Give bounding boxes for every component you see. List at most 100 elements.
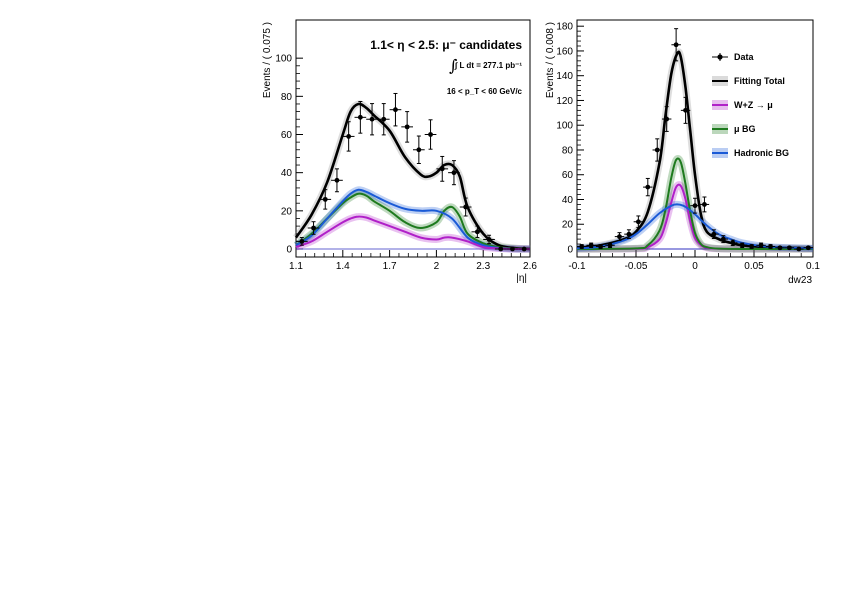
- x-tick-label: 0.1: [806, 261, 820, 272]
- legend-entry-w-z: W+Z → μ: [712, 100, 773, 110]
- data-point: [765, 244, 776, 249]
- data-point: [614, 232, 625, 242]
- legend-entry-fitting-total: Fitting Total: [712, 76, 785, 86]
- lumi-annotation: ∫ L dt = 277.1 pb⁻¹: [454, 61, 522, 70]
- integral-symbol-icon: ∫: [449, 56, 457, 75]
- legend-label: Hadronic BG: [734, 148, 789, 158]
- data-point: [699, 196, 710, 213]
- y-tick-label: 0: [567, 245, 573, 256]
- data-point: [401, 111, 413, 143]
- dw23-distribution-panel: -0.1 -0.05 0 0.05 0.1 0 20 40 60 80 100 120 140 160 18…: [545, 19, 820, 286]
- data-point: [633, 215, 644, 229]
- data-point: [319, 189, 332, 210]
- y-tick-label: 60: [562, 170, 574, 181]
- legend-entry-data: Data: [712, 52, 755, 62]
- legend-label: μ BG: [734, 124, 756, 134]
- dw23-axis-ticks: -0.1 -0.05 0 0.05 0.1 0 20 40 60 80 100 120 140 160 18…: [556, 22, 820, 272]
- x-tick-label: -0.05: [625, 261, 648, 272]
- data-point: [331, 168, 343, 193]
- data-point: [518, 246, 530, 252]
- x-tick-label: 1.7: [383, 261, 397, 272]
- data-point: [577, 244, 587, 249]
- data-point: [366, 103, 378, 136]
- data-point: [459, 197, 472, 217]
- legend-label: Fitting Total: [734, 76, 785, 86]
- y-tick-label: 20: [562, 220, 574, 231]
- data-point: [471, 225, 484, 239]
- eta-y-axis-label: Events / ( 0.075 ): [262, 22, 273, 98]
- data-point: [728, 239, 738, 247]
- data-point: [506, 246, 519, 252]
- data-point: [680, 96, 691, 124]
- w-z-curve: [295, 215, 531, 251]
- x-tick-label: 0: [692, 261, 698, 272]
- data-point: [652, 138, 662, 162]
- data-point: [746, 244, 757, 249]
- data-point: [605, 242, 615, 249]
- data-point: [624, 229, 634, 239]
- legend-label: Data: [734, 52, 755, 62]
- legend-entry-bg: μ BG: [712, 124, 756, 134]
- y-tick-label: 0: [286, 245, 292, 256]
- data-point: [756, 242, 766, 249]
- legend-label: W+Z → μ: [734, 100, 773, 110]
- dw23-y-axis-label: Events / ( 0.008 ): [545, 22, 556, 98]
- x-tick-label: 1.1: [289, 261, 303, 272]
- y-tick-label: 80: [281, 92, 293, 103]
- eta-x-axis-label: |η|: [516, 273, 527, 284]
- data-point: [671, 28, 681, 62]
- dw23-legend: Data Fitting Total W+Z → μ μ BG Hadronic BG: [712, 52, 789, 158]
- dw23-x-axis-label: dw23: [788, 275, 812, 286]
- eta-fit-curves: [294, 102, 531, 251]
- data-point: [737, 242, 747, 249]
- data-point: [436, 155, 449, 182]
- y-tick-label: 40: [562, 195, 574, 206]
- eta-chart-title: 1.1< η < 2.5: μ⁻ candidates: [370, 38, 522, 52]
- data-point: [296, 237, 308, 246]
- x-tick-label: 2.6: [523, 261, 537, 272]
- data-point: [424, 119, 437, 150]
- data-point: [586, 242, 596, 249]
- y-tick-label: 140: [556, 71, 573, 82]
- eta-distribution-panel: 1.1 1.4 1.7 2 2.3 2.6 0 20 40 60 80 100 |η| Events …: [262, 19, 537, 284]
- data-point: [377, 103, 390, 136]
- data-point: [718, 235, 729, 244]
- y-tick-label: 20: [281, 206, 293, 217]
- data-point: [709, 229, 719, 239]
- eta-data-points: [296, 92, 530, 252]
- data-point: [794, 246, 804, 252]
- data-point: [661, 106, 672, 132]
- x-tick-label: 0.05: [744, 261, 764, 272]
- y-tick-label: 60: [281, 130, 293, 141]
- legend-entry-hadronic-bg: Hadronic BG: [712, 148, 789, 158]
- hadronic-bg-curve: [295, 188, 531, 251]
- data-point: [494, 246, 507, 252]
- data-point: [307, 221, 320, 235]
- fitting-total-curve: [294, 102, 531, 251]
- bg-curve: [295, 192, 531, 250]
- y-tick-label: 180: [556, 22, 573, 33]
- x-tick-label: 2: [434, 261, 440, 272]
- data-point: [690, 197, 700, 214]
- data-point: [448, 160, 460, 186]
- y-tick-label: 120: [556, 96, 573, 107]
- y-tick-label: 100: [275, 54, 292, 65]
- x-tick-label: 1.4: [336, 261, 350, 272]
- eta-plot-frame: [295, 19, 531, 258]
- bg-curve: [576, 157, 814, 251]
- x-tick-label: 2.3: [476, 261, 490, 272]
- data-point: [784, 245, 795, 251]
- data-point: [342, 121, 355, 152]
- data-point: [803, 245, 813, 251]
- data-point: [775, 245, 785, 251]
- dw23-data-points: [577, 28, 813, 252]
- data-point: [413, 135, 425, 165]
- eta-axis-ticks: 1.1 1.4 1.7 2 2.3 2.6 0 20 40 60 80 100: [275, 54, 537, 272]
- data-point: [354, 100, 367, 134]
- eta-uncertainty-bands: [293, 100, 531, 253]
- y-tick-label: 160: [556, 46, 573, 57]
- data-point: [483, 234, 495, 245]
- y-tick-label: 40: [281, 168, 293, 179]
- data-point: [595, 244, 606, 249]
- data-point: [643, 177, 653, 197]
